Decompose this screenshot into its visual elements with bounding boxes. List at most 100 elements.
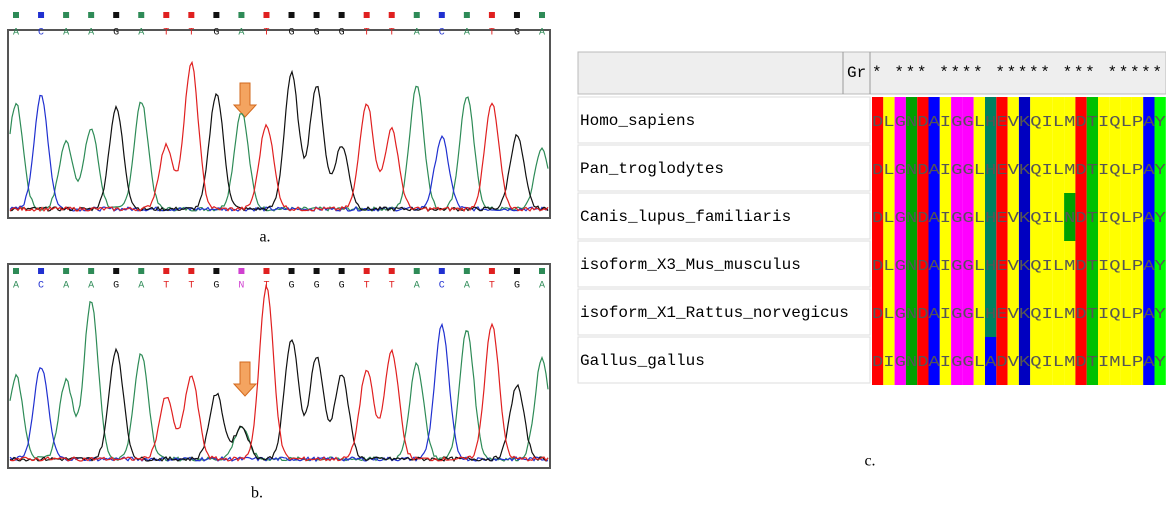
base-call: A	[464, 28, 470, 39]
base-call: G	[213, 28, 219, 39]
species-name: Homo_sapiens	[580, 112, 695, 130]
base-quality	[213, 12, 219, 18]
base-quality	[464, 12, 470, 18]
base-quality	[414, 12, 420, 18]
base-quality	[163, 12, 169, 18]
base-quality	[389, 268, 395, 274]
base-call: A	[414, 28, 420, 39]
base-quality	[13, 268, 19, 274]
base-call: G	[514, 28, 520, 39]
base-call: A	[138, 281, 144, 292]
base-quality	[38, 268, 44, 274]
trace	[10, 325, 548, 462]
base-call: C	[439, 28, 445, 39]
base-quality	[364, 12, 370, 18]
base-call: A	[63, 281, 69, 292]
base-call: A	[88, 281, 94, 292]
sequence: DLGNDAIGGLHEVKQILMDTIQLPAY	[872, 306, 1166, 323]
base-call: G	[314, 281, 320, 292]
base-quality	[539, 268, 545, 274]
base-quality	[263, 12, 269, 18]
base-quality	[489, 12, 495, 18]
base-call: C	[38, 281, 44, 292]
base-quality	[289, 12, 295, 18]
base-quality	[63, 12, 69, 18]
species-name: Pan_troglodytes	[580, 160, 724, 178]
base-quality	[364, 268, 370, 274]
base-call: T	[364, 28, 370, 39]
base-quality	[113, 12, 119, 18]
base-call: A	[238, 28, 244, 39]
base-quality	[63, 268, 69, 274]
base-call: A	[13, 28, 19, 39]
sequence: DLGNDAIGGLHEVKQILMDTIQLPAY	[872, 114, 1166, 131]
sequence: DIGNDAIGGLADVKQILMDTIMLPAY	[872, 354, 1166, 371]
base-quality	[163, 268, 169, 274]
panel-label: b.	[251, 485, 263, 502]
base-call: T	[389, 281, 395, 292]
base-call: C	[38, 28, 44, 39]
base-call: A	[414, 281, 420, 292]
base-call: G	[213, 281, 219, 292]
base-call: T	[188, 28, 194, 39]
base-quality	[263, 268, 269, 274]
species-name: isoform_X3_Mus_musculus	[580, 256, 801, 274]
base-call: A	[464, 281, 470, 292]
base-call: G	[113, 281, 119, 292]
sequence: DLGNDAIGGLHEVKQILNDTIQLPAY	[872, 210, 1166, 227]
base-call: T	[163, 28, 169, 39]
base-quality	[514, 12, 520, 18]
base-quality	[138, 268, 144, 274]
base-call: T	[188, 281, 194, 292]
base-call: A	[539, 28, 545, 39]
base-quality	[238, 268, 244, 274]
base-quality	[238, 12, 244, 18]
base-quality	[289, 268, 295, 274]
column-header: Gr	[847, 64, 866, 82]
species-name: Gallus_gallus	[580, 352, 705, 370]
base-call: T	[489, 281, 495, 292]
base-quality	[88, 12, 94, 18]
base-quality	[539, 12, 545, 18]
base-call: A	[88, 28, 94, 39]
base-call: G	[113, 28, 119, 39]
base-quality	[339, 268, 345, 274]
base-quality	[389, 12, 395, 18]
base-quality	[188, 268, 194, 274]
base-call: G	[339, 28, 345, 39]
trace	[10, 340, 548, 461]
base-quality	[414, 268, 420, 274]
base-call: G	[289, 28, 295, 39]
base-call: T	[389, 28, 395, 39]
base-call: T	[163, 281, 169, 292]
base-call: C	[439, 281, 445, 292]
base-call: T	[364, 281, 370, 292]
base-quality	[113, 268, 119, 274]
species-name: Canis_lupus_familiaris	[580, 208, 791, 226]
base-call: G	[314, 28, 320, 39]
base-call: A	[138, 28, 144, 39]
base-quality	[464, 268, 470, 274]
base-call: T	[489, 28, 495, 39]
base-call: G	[339, 281, 345, 292]
base-quality	[314, 268, 320, 274]
trace	[10, 62, 548, 211]
base-call: A	[63, 28, 69, 39]
sequence: DLGNDAIGGLHEVKQILMDTIQLPAY	[872, 162, 1166, 179]
panel-label: c.	[864, 453, 875, 470]
arrow	[234, 362, 256, 396]
base-quality	[138, 12, 144, 18]
base-quality	[13, 12, 19, 18]
base-call: T	[263, 28, 269, 39]
base-quality	[439, 268, 445, 274]
base-quality	[38, 12, 44, 18]
base-quality	[489, 268, 495, 274]
species-name: isoform_X1_Rattus_norvegicus	[580, 304, 849, 322]
figure: a. b. Gr * *** **** ***** *** ***** c. A…	[0, 0, 1166, 510]
base-quality	[188, 12, 194, 18]
base-call: A	[13, 281, 19, 292]
base-call: N	[238, 281, 244, 292]
base-call: G	[289, 281, 295, 292]
sequence: DLGNDAIGGLHEVKQILMDTIQLPAY	[872, 258, 1166, 275]
base-quality	[213, 268, 219, 274]
